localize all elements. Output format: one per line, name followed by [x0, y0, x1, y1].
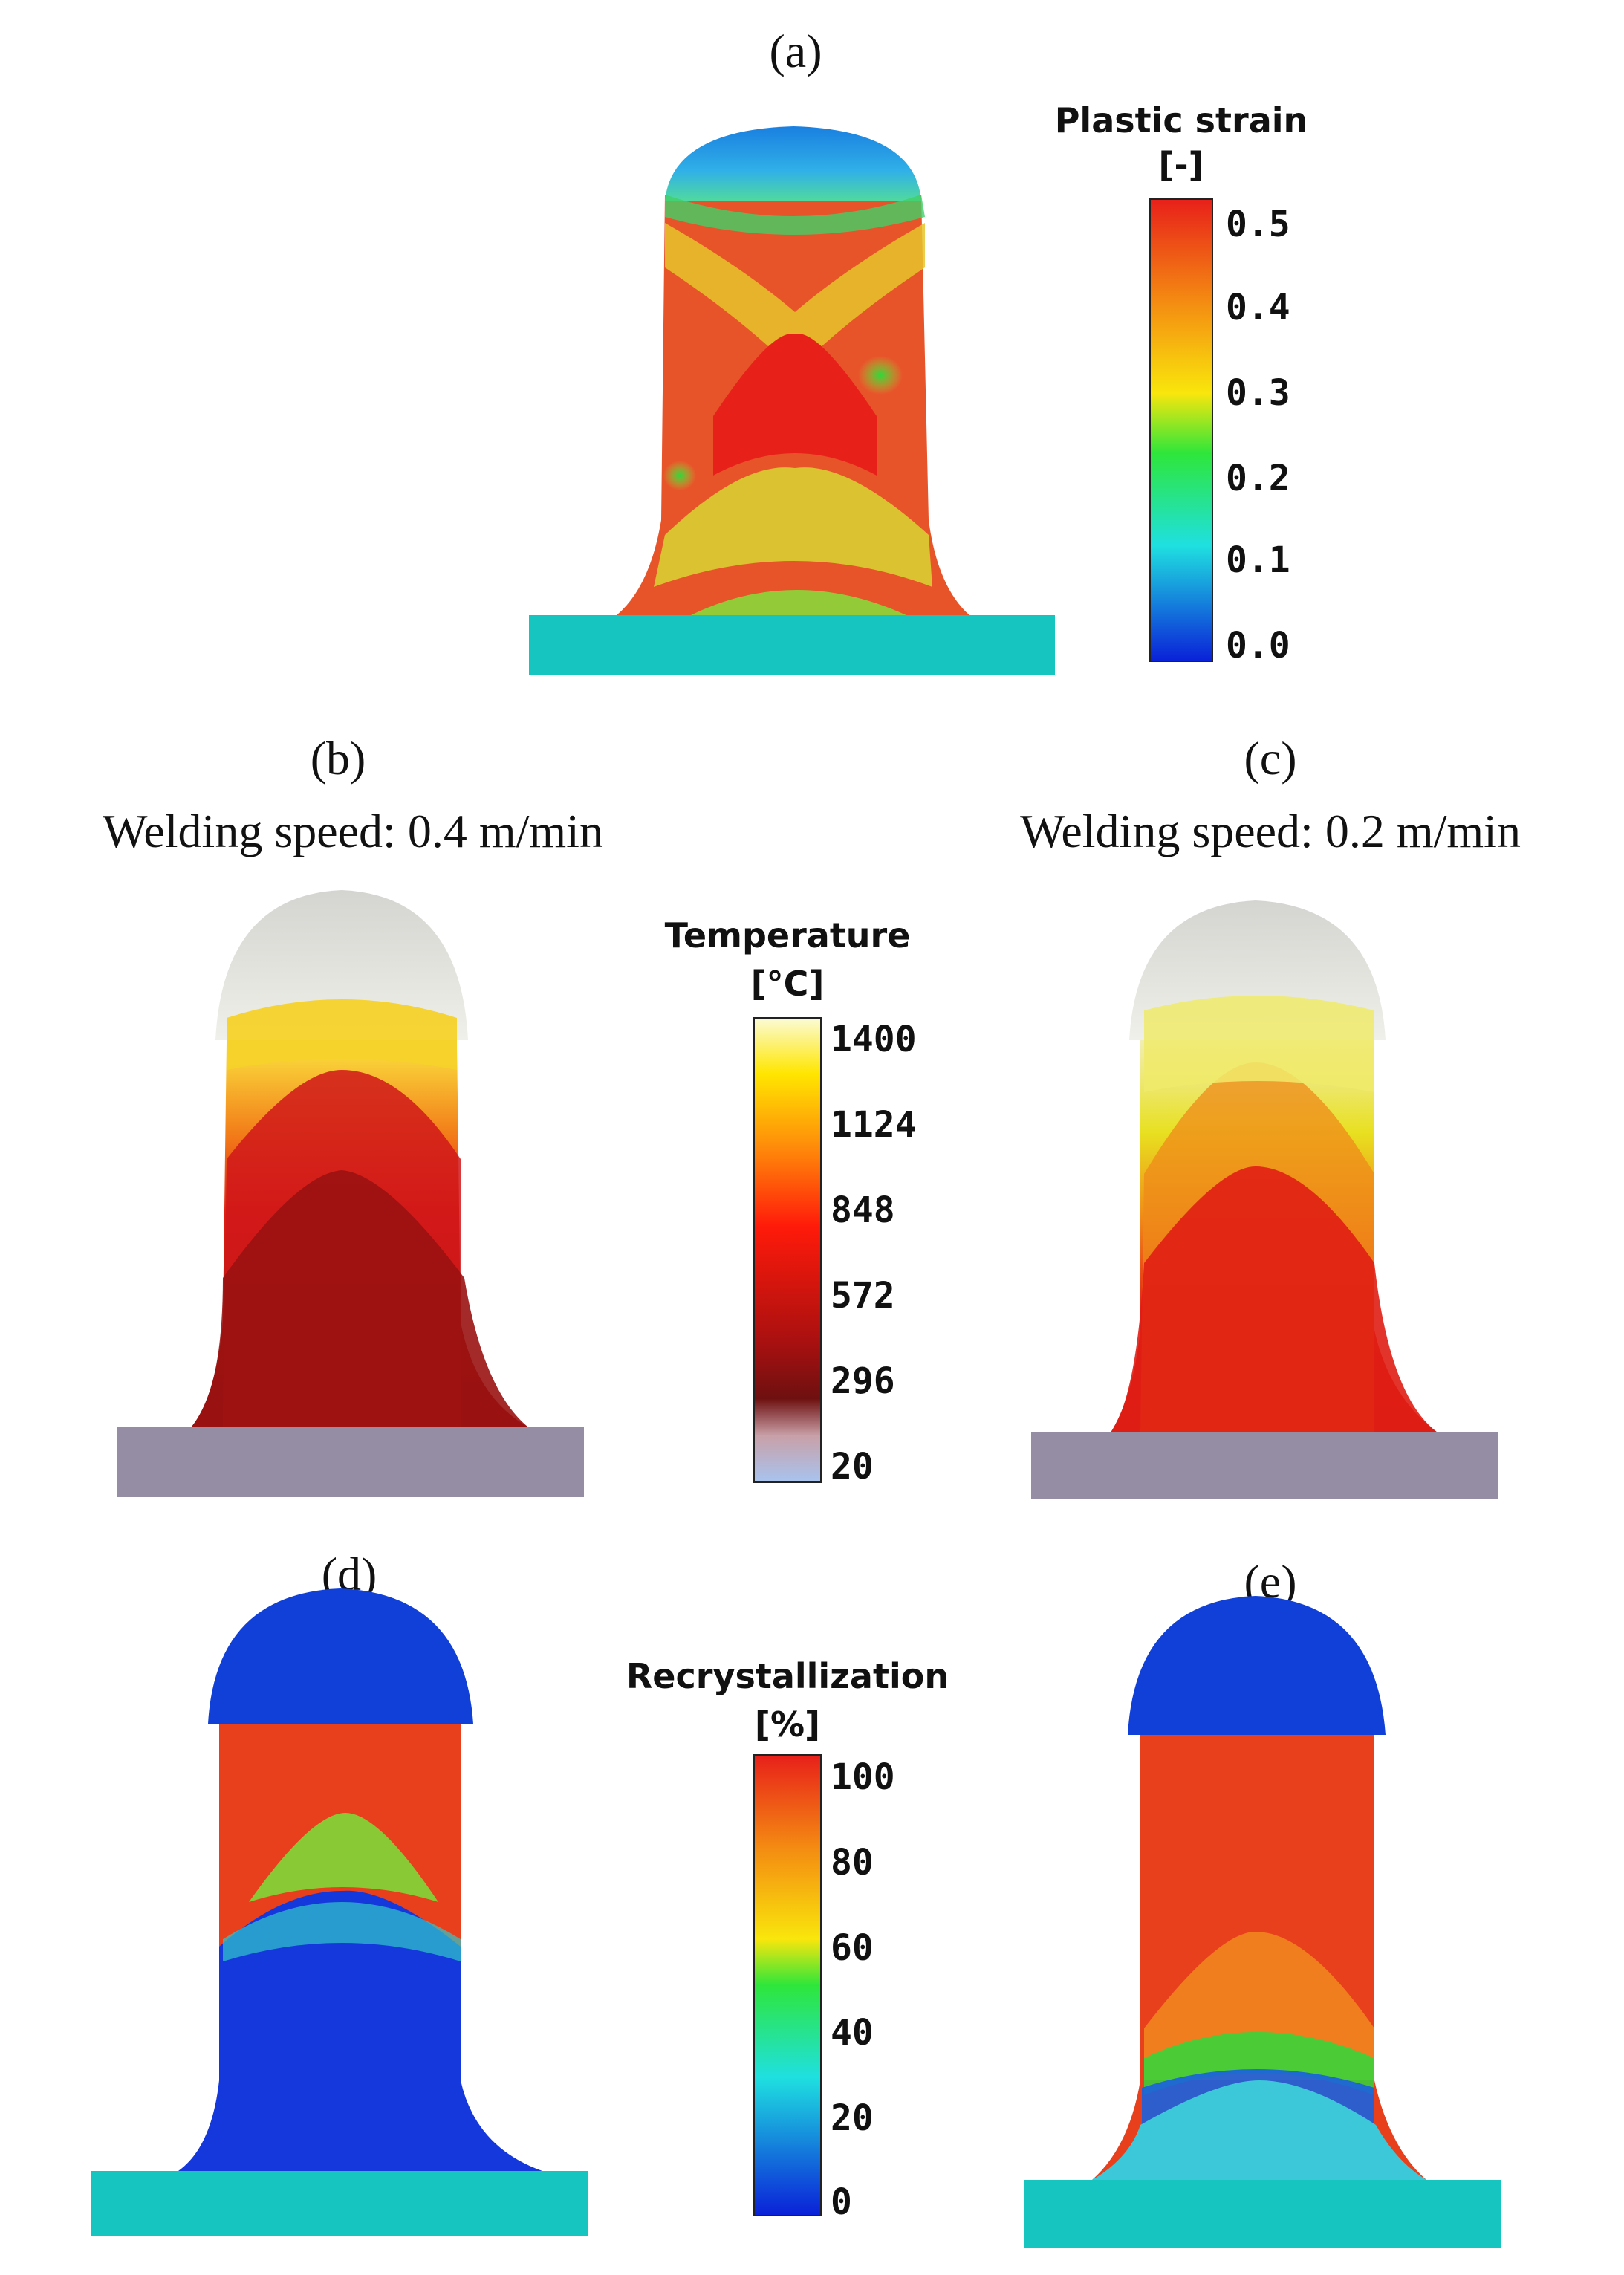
cap-a-green-rim	[665, 195, 925, 235]
temp-tick-5: 20	[831, 1446, 874, 1487]
panel-e: (e)	[1024, 1555, 1501, 2248]
base-plate-a	[529, 615, 1055, 675]
panel-a: (a) Plastic strain [-] 0.5 0.4 0.3 0.2 0…	[529, 25, 1308, 675]
panel-b: (b) Welding speed: 0.4 m/min	[103, 732, 603, 1497]
recr-d-cyan-edge	[223, 1902, 461, 1961]
temp-b-yellow-top	[227, 999, 457, 1070]
base-plate-d	[91, 2171, 588, 2236]
panel-c-caption: Welding speed: 0.2 m/min	[1020, 805, 1521, 857]
panel-d: (d)	[91, 1548, 588, 2236]
colorbar-recr-ticks: 100 80 60 40 20 0	[831, 1756, 895, 2223]
colorbar-strain-unit: [-]	[1158, 145, 1204, 185]
strain-tick-0: 0.5	[1226, 204, 1290, 245]
recr-tick-5: 0	[831, 2181, 852, 2223]
recr-d-green-dome	[249, 1813, 438, 1902]
cap-a	[665, 126, 921, 201]
colorbar-temperature-unit: [°C]	[751, 964, 825, 1004]
colorbar-temperature	[753, 1017, 822, 1483]
temp-b-dark-dome	[192, 1170, 527, 1427]
recr-tick-3: 40	[831, 2012, 874, 2054]
colorbar-strain-title: Plastic strain	[1055, 100, 1308, 140]
strain-tick-4: 0.1	[1226, 539, 1290, 581]
strain-green-foot	[691, 590, 906, 615]
strain-green-spot	[858, 356, 903, 395]
panel-c: (c) Welding speed: 0.2 m/min	[1020, 732, 1521, 1499]
base-plate-c	[1031, 1432, 1498, 1499]
base-plate-b	[117, 1427, 584, 1497]
recr-tick-2: 60	[831, 1927, 874, 1969]
recr-tick-4: 20	[831, 2097, 874, 2139]
colorbar-recr-group: Recrystallization [%] 100 80 60 40 20 0	[626, 1656, 949, 2223]
recr-e-green-band	[1144, 2032, 1374, 2095]
strain-red-core	[713, 334, 877, 476]
panel-c-label: (c)	[1244, 732, 1296, 785]
temp-c-yellow-top	[1144, 996, 1374, 1092]
temp-tick-2: 848	[831, 1190, 895, 1231]
colorbar-strain-ticks: 0.5 0.4 0.3 0.2 0.1 0.0	[1226, 204, 1290, 666]
temp-tick-0: 1400	[831, 1019, 917, 1060]
panel-b-label: (b)	[311, 732, 366, 785]
temp-c-red-dome	[1111, 1166, 1438, 1432]
recr-tick-0: 100	[831, 1756, 895, 1798]
strain-tick-2: 0.3	[1226, 372, 1290, 414]
temp-tick-1: 1124	[831, 1104, 917, 1146]
colorbar-strain	[1149, 198, 1213, 662]
strain-green-spot-left	[663, 461, 696, 490]
colorbar-temperature-ticks: 1400 1124 848 572 296 20	[831, 1019, 917, 1487]
strain-yellow-band-lower	[654, 467, 932, 587]
colorbar-recrystallization	[753, 1754, 822, 2216]
base-plate-e	[1024, 2180, 1501, 2248]
colorbar-recr-unit: [%]	[755, 1704, 820, 1745]
temp-tick-4: 296	[831, 1360, 895, 1402]
cap-d	[208, 1588, 473, 1724]
temp-tick-3: 572	[831, 1275, 895, 1317]
strain-tick-3: 0.2	[1226, 458, 1290, 499]
colorbar-temperature-group: Temperature [°C] 1400 1124 848 572 296 2…	[665, 915, 917, 1487]
panel-a-label: (a)	[769, 25, 822, 77]
cap-b	[215, 890, 468, 1040]
colorbar-recr-title: Recrystallization	[626, 1656, 949, 1696]
colorbar-temperature-title: Temperature	[665, 915, 911, 955]
strain-tick-5: 0.0	[1226, 625, 1290, 666]
recr-e-cyan-dome	[1092, 2080, 1426, 2180]
strain-tick-1: 0.4	[1226, 287, 1290, 328]
panel-b-caption: Welding speed: 0.4 m/min	[103, 805, 603, 857]
cap-e	[1128, 1596, 1386, 1735]
recr-tick-1: 80	[831, 1842, 874, 1883]
